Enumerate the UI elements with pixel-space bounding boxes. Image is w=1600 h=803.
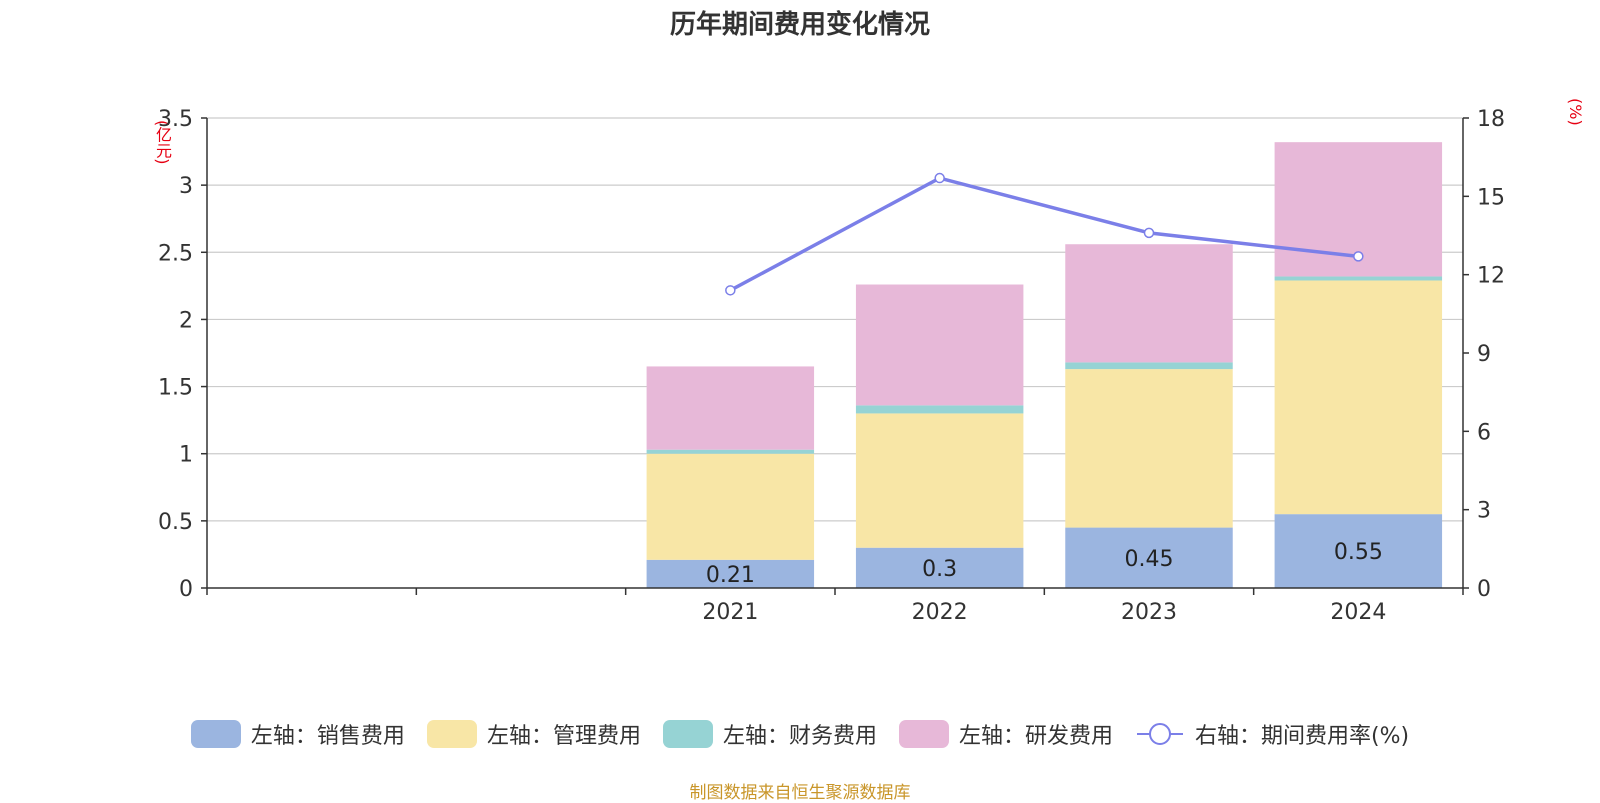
right-tick-label: 18 [1477, 107, 1505, 132]
bar-segment [855, 284, 1024, 406]
right-tick-label: 6 [1477, 420, 1491, 445]
legend-label-rnd: 左轴：研发费用 [958, 724, 1113, 749]
chart-title: 历年期间费用变化情况 [669, 10, 930, 40]
bar-data-label: 0.3 [922, 557, 957, 582]
bar-segment [855, 405, 1024, 414]
right-tick-label: 3 [1477, 499, 1491, 524]
x-tick-label: 2024 [1330, 600, 1386, 625]
bar-data-label: 0.55 [1334, 540, 1383, 565]
left-tick-label: 2.5 [158, 241, 193, 266]
legend-item-expense-rate[interactable]: 右轴：期间费用率(%) [1135, 718, 1409, 750]
left-tick-label: 3.5 [158, 107, 193, 132]
bar-segment [646, 453, 815, 560]
bar-segment [1065, 362, 1233, 370]
legend-label-admin: 左轴：管理费用 [486, 724, 641, 749]
expense-rate-point [1353, 251, 1364, 262]
right-tick-label: 15 [1477, 185, 1505, 210]
legend-swatch-finance [662, 720, 713, 748]
bar-segment [1065, 369, 1233, 528]
right-axis-unit: (%) [1566, 98, 1585, 126]
right-tick-label: 12 [1477, 264, 1505, 289]
bar-segment [646, 559, 815, 588]
left-tick-label: 2 [179, 308, 193, 333]
legend-swatch-admin [426, 720, 477, 748]
legend-label-sales: 左轴：销售费用 [250, 724, 405, 749]
legend-label-expense-rate: 右轴：期间费用率(%) [1194, 724, 1410, 749]
legend-item-finance[interactable]: 左轴：财务费用 [662, 718, 877, 750]
x-tick-label: 2022 [912, 600, 968, 625]
legend-item-sales[interactable]: 左轴：销售费用 [190, 718, 405, 750]
bar-data-label: 0.45 [1125, 547, 1174, 572]
legend-line-marker-icon [1136, 723, 1183, 745]
expense-rate-line [729, 176, 1359, 292]
bar-segment [1065, 244, 1233, 363]
x-tick-label: 2023 [1121, 600, 1177, 625]
left-tick-label: 0 [179, 577, 193, 602]
bar-segment [1274, 280, 1443, 515]
expense-rate-point [934, 172, 945, 184]
legend-item-admin[interactable]: 左轴：管理费用 [426, 718, 641, 750]
bar-segment [855, 413, 1024, 548]
bar-segment [1274, 276, 1443, 281]
x-tick-label: 2021 [702, 600, 758, 625]
left-tick-label: 1 [179, 443, 193, 468]
left-tick-label: 3 [179, 174, 193, 199]
chart-plot: 0 0.5 1 1.5 2 2.5 3 3.5 0 3 6 9 12 15 18 0.21 0.3 0.45 0.5… [158, 107, 1505, 625]
left-tick-label: 0.5 [158, 510, 193, 535]
legend-swatch-sales [190, 720, 241, 748]
source-note: 制图数据来自恒生聚源数据库 [689, 783, 911, 803]
right-tick-label: 9 [1477, 342, 1491, 367]
bar-segment [646, 449, 815, 454]
legend-label-finance: 左轴：财务费用 [722, 724, 877, 749]
bar-segment [1274, 514, 1443, 588]
expense-rate-point [1143, 227, 1155, 239]
bar-segment [646, 366, 815, 450]
bar-segment [855, 547, 1024, 588]
left-tick-label: 1.5 [158, 376, 193, 401]
bar-segment [1065, 527, 1233, 588]
right-tick-label: 0 [1477, 577, 1491, 602]
expense-rate-point [725, 285, 736, 296]
legend: 左轴：销售费用 左轴：管理费用 左轴：财务费用 左轴：研发费用 右轴：期间费用率… [0, 718, 1600, 750]
bar-data-label: 0.21 [706, 563, 755, 588]
legend-item-rnd[interactable]: 左轴：研发费用 [898, 718, 1113, 750]
left-axis-unit: (亿元) [153, 120, 172, 165]
legend-swatch-rnd [898, 720, 949, 748]
